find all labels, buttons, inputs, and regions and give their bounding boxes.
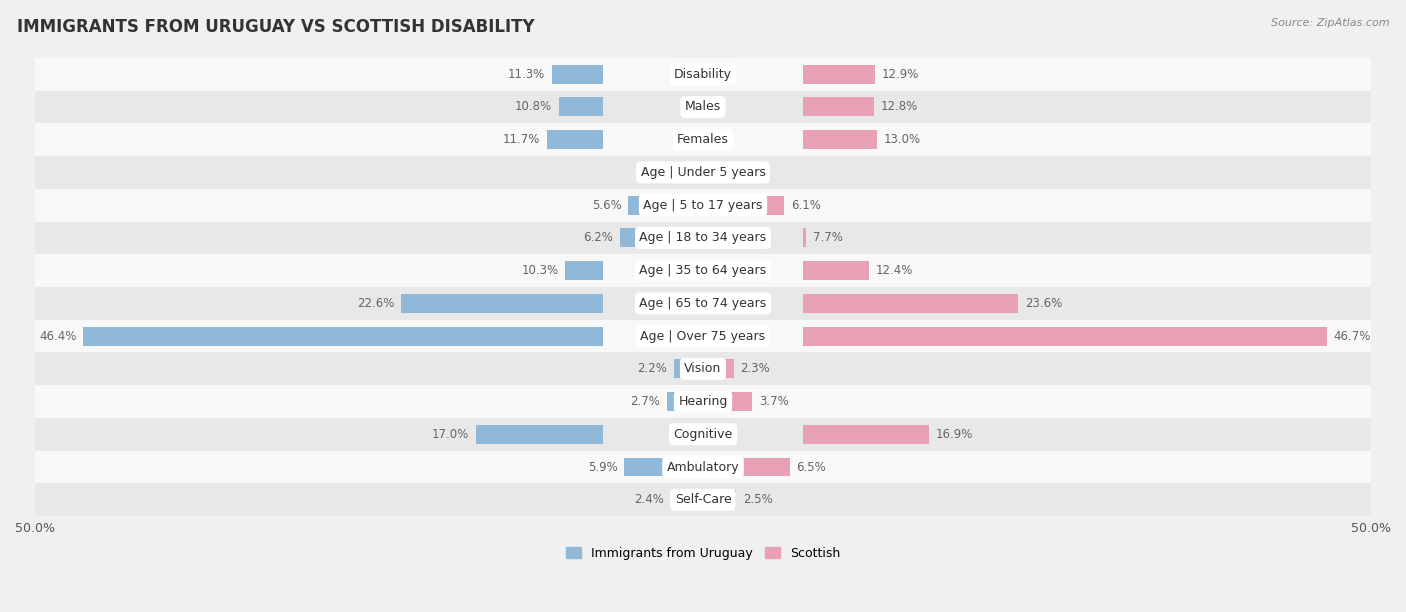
Bar (35, 156, 1371, 188)
Bar (703, 458, 790, 477)
Text: Source: ZipAtlas.com: Source: ZipAtlas.com (1271, 18, 1389, 28)
Bar (688, 163, 703, 182)
Text: Age | Under 5 years: Age | Under 5 years (641, 166, 765, 179)
Text: 12.9%: 12.9% (882, 68, 920, 81)
Bar (703, 359, 734, 378)
Bar (475, 425, 603, 444)
Bar (624, 458, 703, 477)
Bar (35, 58, 1371, 91)
Text: 2.4%: 2.4% (634, 493, 664, 506)
Bar (671, 490, 703, 509)
Text: 13.0%: 13.0% (883, 133, 921, 146)
Bar (703, 490, 737, 509)
Bar (35, 319, 1371, 353)
Bar (401, 294, 603, 313)
Bar (666, 392, 703, 411)
Bar (35, 385, 1371, 418)
Bar (620, 228, 703, 247)
Text: Age | 35 to 64 years: Age | 35 to 64 years (640, 264, 766, 277)
Bar (35, 450, 1371, 483)
Text: 46.7%: 46.7% (1334, 330, 1371, 343)
Bar (35, 287, 1371, 319)
Text: 6.5%: 6.5% (797, 460, 827, 474)
Text: Age | 65 to 74 years: Age | 65 to 74 years (640, 297, 766, 310)
Text: 2.3%: 2.3% (741, 362, 770, 375)
Bar (803, 327, 1327, 346)
Bar (35, 91, 1371, 123)
Text: 12.8%: 12.8% (880, 100, 918, 113)
Text: 10.3%: 10.3% (522, 264, 558, 277)
Bar (35, 353, 1371, 385)
Text: 7.7%: 7.7% (813, 231, 842, 244)
Bar (547, 130, 603, 149)
Text: Hearing: Hearing (678, 395, 728, 408)
Bar (35, 418, 1371, 450)
Text: 1.6%: 1.6% (731, 166, 761, 179)
Text: Disability: Disability (673, 68, 733, 81)
Text: 1.2%: 1.2% (651, 166, 681, 179)
Bar (703, 163, 724, 182)
Text: 3.7%: 3.7% (759, 395, 789, 408)
Bar (35, 483, 1371, 516)
Text: 2.2%: 2.2% (637, 362, 666, 375)
Text: Age | 5 to 17 years: Age | 5 to 17 years (644, 199, 762, 212)
Text: 17.0%: 17.0% (432, 428, 470, 441)
Text: Self-Care: Self-Care (675, 493, 731, 506)
Legend: Immigrants from Uruguay, Scottish: Immigrants from Uruguay, Scottish (561, 542, 845, 565)
Bar (35, 222, 1371, 254)
Bar (558, 97, 603, 116)
Bar (628, 196, 703, 215)
Bar (553, 65, 603, 84)
Bar (803, 130, 877, 149)
Text: Age | Over 75 years: Age | Over 75 years (641, 330, 765, 343)
Text: 46.4%: 46.4% (39, 330, 76, 343)
Text: Cognitive: Cognitive (673, 428, 733, 441)
Bar (803, 65, 876, 84)
Text: 6.1%: 6.1% (792, 199, 821, 212)
Bar (803, 294, 1018, 313)
Bar (803, 261, 869, 280)
Text: 2.7%: 2.7% (630, 395, 661, 408)
Text: 5.6%: 5.6% (592, 199, 621, 212)
Bar (35, 188, 1371, 222)
Text: 2.5%: 2.5% (744, 493, 773, 506)
Text: 5.9%: 5.9% (588, 460, 617, 474)
Bar (35, 123, 1371, 156)
Text: Ambulatory: Ambulatory (666, 460, 740, 474)
Text: Females: Females (678, 133, 728, 146)
Bar (35, 254, 1371, 287)
Text: IMMIGRANTS FROM URUGUAY VS SCOTTISH DISABILITY: IMMIGRANTS FROM URUGUAY VS SCOTTISH DISA… (17, 18, 534, 36)
Bar (83, 327, 603, 346)
Text: Age | 18 to 34 years: Age | 18 to 34 years (640, 231, 766, 244)
Bar (565, 261, 603, 280)
Text: 23.6%: 23.6% (1025, 297, 1062, 310)
Text: 12.4%: 12.4% (876, 264, 912, 277)
Text: Males: Males (685, 100, 721, 113)
Text: 22.6%: 22.6% (357, 297, 395, 310)
Bar (673, 359, 703, 378)
Bar (803, 228, 806, 247)
Text: 16.9%: 16.9% (935, 428, 973, 441)
Bar (803, 425, 929, 444)
Bar (703, 392, 752, 411)
Bar (703, 196, 785, 215)
Text: 11.7%: 11.7% (502, 133, 540, 146)
Text: 11.3%: 11.3% (508, 68, 546, 81)
Text: 10.8%: 10.8% (515, 100, 553, 113)
Text: 6.2%: 6.2% (583, 231, 613, 244)
Text: Vision: Vision (685, 362, 721, 375)
Bar (803, 97, 875, 116)
